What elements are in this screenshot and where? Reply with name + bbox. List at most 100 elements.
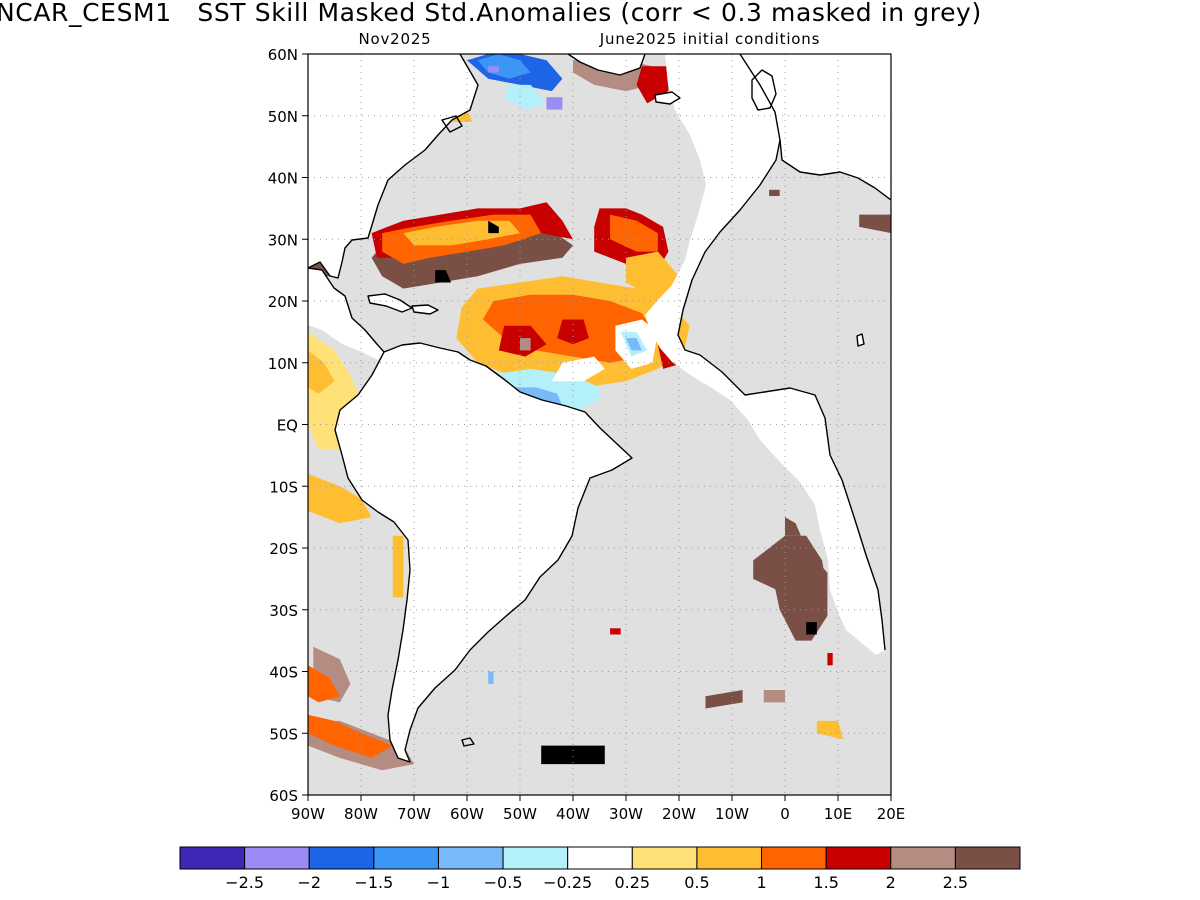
lat-tick-label: 60N [268, 46, 298, 64]
map-panel [308, 54, 891, 795]
anomaly-region-29 [546, 97, 563, 110]
lat-tick-label: 60S [269, 787, 298, 805]
cuba-coastline [367, 293, 413, 313]
initial-conditions-label: June2025 initial conditions [599, 30, 820, 48]
lat-tick-label: 40S [269, 664, 298, 682]
greenland-land [568, 54, 645, 75]
colorbar-swatch [244, 846, 310, 870]
latitude-axis: 60N 50N 40N 30N 20N 10N EQ 10S 20S 30S 40S 50S 60S [268, 46, 308, 805]
lon-tick-label: 60W [450, 805, 484, 823]
anomaly-region-52 [308, 714, 393, 758]
madagascar-coastline [856, 333, 865, 347]
lon-tick-label: 20W [662, 805, 696, 823]
anomaly-region-47 [774, 560, 828, 641]
north-america-coastline [308, 54, 479, 279]
lat-tick-label: 10N [268, 355, 298, 373]
anomaly-region-14 [557, 319, 589, 345]
colorbar-swatch [567, 846, 633, 870]
anomaly-region-40 [859, 214, 891, 234]
europe-coastline [779, 139, 891, 201]
anomaly-region-23 [551, 356, 605, 382]
colorbar-swatch [954, 846, 1021, 870]
colorbar-label: 0.5 [684, 873, 709, 892]
colorbar-swatch [631, 846, 698, 870]
colorbar-swatch [502, 846, 569, 870]
colorbar-swatch [308, 846, 375, 870]
lat-tick-label: 40N [268, 170, 298, 188]
colorbar-label: −1.5 [354, 873, 393, 892]
iceland-coastline [654, 91, 681, 105]
lat-tick-label: 30N [268, 231, 298, 249]
anomaly-region-26 [477, 54, 531, 79]
colorbar-label: −2 [297, 873, 321, 892]
colorbar-label: 1 [756, 873, 766, 892]
lat-tick-label: 20S [269, 540, 298, 558]
newfoundland-coastline [441, 115, 463, 133]
anomaly-region-16 [520, 338, 531, 351]
coastlines [308, 54, 891, 763]
anomaly-region-59 [488, 671, 494, 684]
central-america-coastline [308, 267, 385, 353]
colorbar-swatch [890, 846, 956, 870]
lat-tick-label: 30S [269, 602, 298, 620]
africa-land [645, 54, 885, 655]
europe-land [740, 54, 891, 200]
colorbar-swatch [696, 846, 763, 870]
lat-tick-label: 10S [269, 478, 298, 496]
lon-tick-label: 70W [397, 805, 431, 823]
lat-tick-label: 20N [268, 293, 298, 311]
colorbar-swatch [825, 846, 892, 870]
lon-tick-label: 10E [824, 805, 853, 823]
colorbar-swatch [437, 846, 504, 870]
anomaly-region-55 [541, 745, 605, 765]
anomaly-region-58 [610, 628, 621, 635]
greenland-coastline [567, 54, 646, 76]
lon-tick-label: 90W [291, 805, 325, 823]
anomaly-region-50 [308, 665, 340, 703]
anomaly-region-28 [504, 84, 547, 110]
central-america-land [308, 268, 384, 360]
colorbar-label: 2 [886, 873, 896, 892]
north-america-land [308, 54, 478, 278]
anomaly-region-6 [488, 220, 499, 234]
uk-coastline [751, 69, 777, 111]
south-america-land [335, 343, 632, 762]
anomaly-region-9 [610, 214, 658, 252]
anomaly-region-61 [769, 189, 780, 196]
anomaly-region-10 [626, 251, 679, 301]
lon-tick-label: 30W [609, 805, 643, 823]
anomaly-region-54 [763, 690, 785, 703]
anomaly-region-53 [705, 690, 743, 709]
hispaniola-coastline [411, 304, 439, 315]
colorbar-label: 0.25 [614, 873, 650, 892]
lon-tick-label: 80W [344, 805, 378, 823]
colorbar-label: −0.25 [543, 873, 592, 892]
lon-tick-label: 40W [556, 805, 590, 823]
colorbar-swatch [761, 846, 827, 870]
figure-title: NCAR_CESM1 SST Skill Masked Std.Anomalie… [0, 0, 982, 27]
anomaly-region-42 [308, 350, 335, 394]
anomaly-region-43 [308, 473, 372, 524]
land-masses [308, 54, 891, 762]
colorbar-label: −2.5 [225, 873, 264, 892]
colorbar-label: 2.5 [943, 873, 968, 892]
colorbar-swatch [179, 846, 246, 870]
anomaly-region-19 [626, 338, 642, 351]
colorbar-label: −1 [427, 873, 451, 892]
anomaly-region-27 [488, 66, 499, 73]
colorbar-label: −0.5 [484, 873, 523, 892]
colorbar-label: 1.5 [813, 873, 838, 892]
lon-tick-label: 20E [877, 805, 906, 823]
anomaly-region-44 [392, 535, 404, 598]
uk-land [752, 70, 776, 110]
lon-tick-label: 0 [780, 805, 790, 823]
lat-tick-label: EQ [277, 417, 298, 435]
falklands-coastline [461, 737, 475, 747]
anomaly-region-46 [785, 517, 801, 536]
colorbar-swatch [373, 846, 439, 870]
lon-tick-label: 10W [715, 805, 749, 823]
anomaly-region-56 [816, 720, 844, 740]
anomaly-region-48 [806, 622, 817, 635]
africa-coastline [677, 54, 886, 651]
